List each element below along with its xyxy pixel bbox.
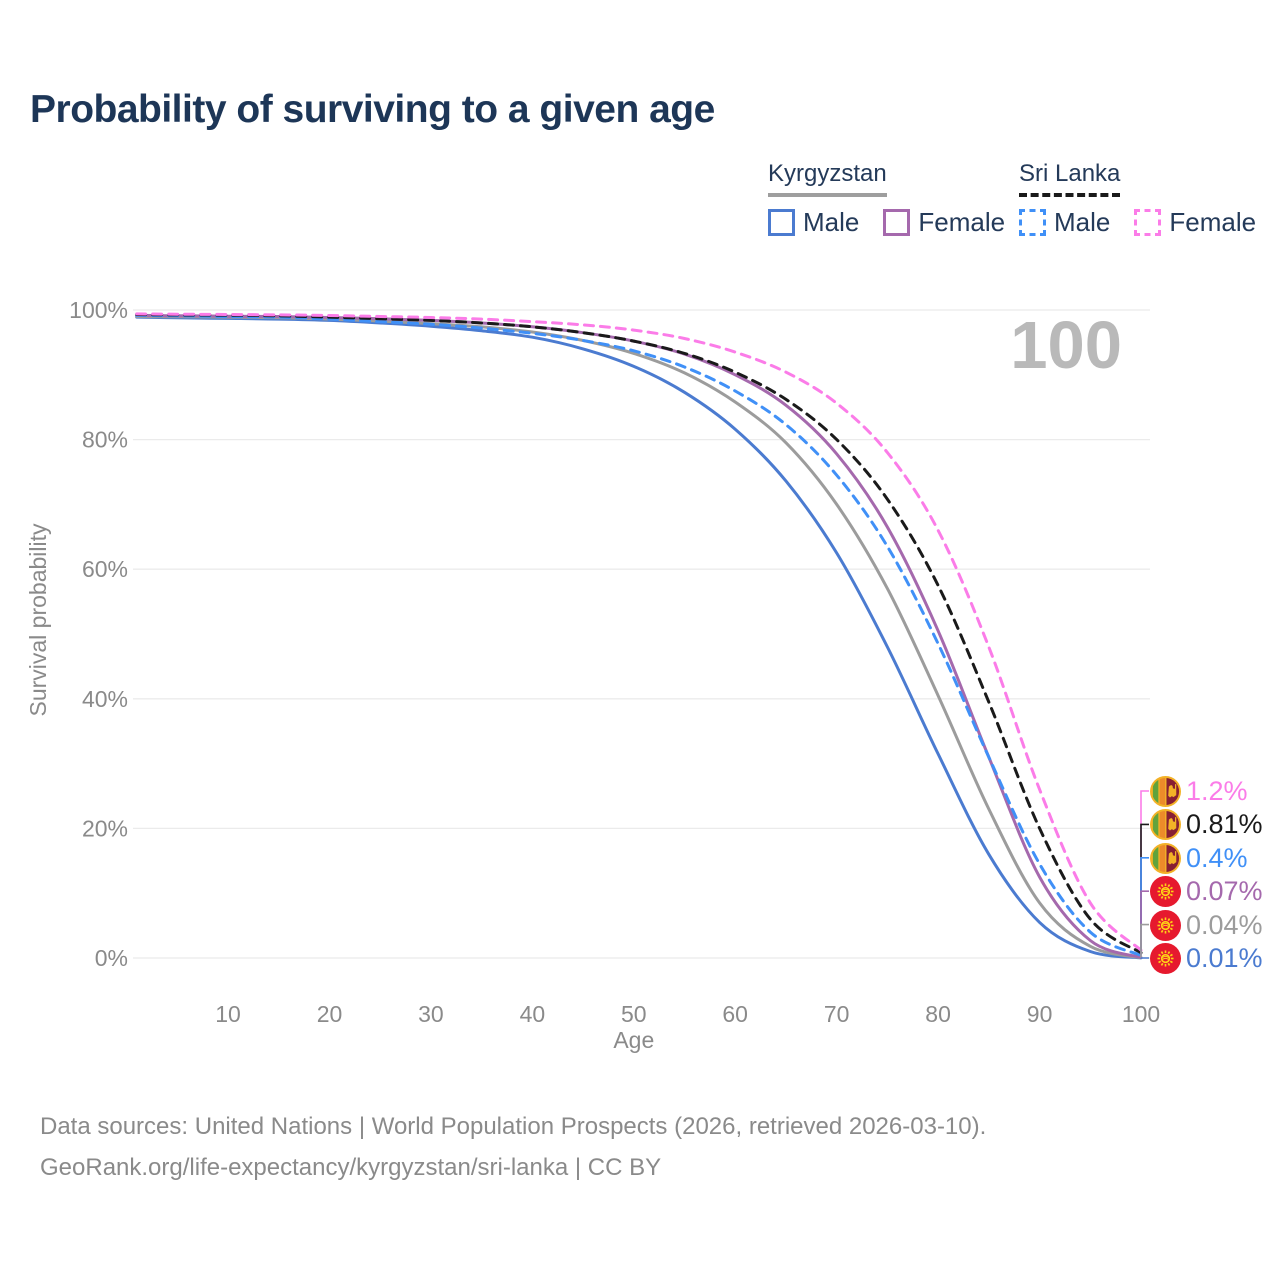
leader-kyrgyzstan-both-sexes: [1140, 923, 1149, 958]
kyrgyzstan-flag-icon: [1150, 909, 1181, 941]
series-sri-lanka-female: [135, 312, 1143, 952]
legend-group-sri-lanka: Sri Lanka Male Female: [1019, 160, 1256, 238]
end-label-kyrgyzstan-male: 0.01%: [1150, 942, 1263, 974]
end-label-sri-lanka-female: 1.2%: [1150, 775, 1248, 807]
leader-sri-lanka-male: [1140, 857, 1149, 956]
sri-lanka-flag-icon: [1150, 808, 1181, 840]
end-label-value: 0.01%: [1186, 942, 1263, 973]
legend-swatch-icon: [1019, 209, 1046, 236]
series-kyrgyzstan-female: [135, 313, 1143, 959]
legend-items: Male Female: [1019, 207, 1256, 238]
legend-item-kyrgyzstan-male[interactable]: Male: [768, 207, 859, 238]
end-label-value: 0.81%: [1186, 808, 1263, 839]
x-tick-label: 10: [215, 1001, 241, 1027]
legend-item-label: Female: [918, 207, 1006, 237]
end-label-value: 0.4%: [1186, 842, 1248, 873]
series-kyrgyzstan-both-sexes: [135, 315, 1143, 960]
series-sri-lanka-both-sexes: [135, 313, 1143, 955]
y-tick-label: 0%: [95, 945, 128, 971]
legend-swatch-icon: [883, 209, 911, 236]
legend-item-sri-lanka-female[interactable]: Female: [1134, 207, 1256, 238]
x-tick-label: 30: [418, 1001, 444, 1027]
legend-item-label: Male: [1054, 207, 1111, 237]
legend-item-kyrgyzstan-female[interactable]: Female: [883, 207, 1005, 238]
sri-lanka-flag-icon: [1150, 775, 1181, 807]
y-tick-label: 40%: [82, 686, 128, 712]
x-tick-label: 40: [520, 1001, 546, 1027]
y-axis-title: Survival probability: [25, 523, 51, 717]
legend-group-kyrgyzstan: Kyrgyzstan Male Female: [768, 160, 1005, 238]
legend-swatch-icon: [1134, 209, 1162, 236]
legend-country-sri-lanka[interactable]: Sri Lanka: [1019, 160, 1121, 197]
footer: Data sources: United Nations | World Pop…: [40, 1106, 986, 1188]
x-tick-label: 100: [1122, 1001, 1160, 1027]
x-tick-label: 80: [925, 1001, 951, 1027]
y-tick-label: 80%: [82, 427, 128, 453]
series-sri-lanka-male: [135, 313, 1143, 957]
x-tick-label: 60: [722, 1001, 748, 1027]
sri-lanka-flag-icon: [1150, 842, 1181, 874]
legend-item-label: Female: [1169, 207, 1257, 237]
end-label-kyrgyzstan-both-sexes: 0.04%: [1150, 909, 1263, 941]
series-kyrgyzstan-male: [135, 315, 1143, 960]
x-axis-title: Age: [613, 1027, 654, 1053]
legend-country-kyrgyzstan[interactable]: Kyrgyzstan: [768, 160, 887, 197]
end-label-value: 1.2%: [1186, 775, 1248, 806]
kyrgyzstan-flag-icon: [1150, 942, 1181, 974]
watermark-age-label: 100: [1010, 308, 1122, 383]
footer-sources: Data sources: United Nations | World Pop…: [40, 1113, 987, 1140]
legend-items: Male Female: [768, 207, 1005, 238]
leader-sri-lanka-both-sexes: [1140, 823, 1149, 953]
leader-lines: [1140, 790, 1149, 959]
gridlines: [133, 309, 1150, 959]
end-label-sri-lanka-both-sexes: 0.81%: [1150, 808, 1263, 840]
legend-swatch-icon: [768, 209, 795, 236]
x-tick-label: 70: [824, 1001, 850, 1027]
x-tick-label: 20: [317, 1001, 343, 1027]
x-axis-ticks: 10 20 30 40 50 60 70 80 90 100: [215, 1001, 1160, 1027]
y-tick-label: 20%: [82, 815, 128, 841]
end-label-value: 0.04%: [1186, 909, 1263, 940]
footer-url: GeoRank.org/life-expectancy/kyrgyzstan/s…: [40, 1154, 662, 1181]
x-tick-label: 90: [1027, 1001, 1053, 1027]
leader-sri-lanka-female: [1140, 790, 1149, 951]
end-label-sri-lanka-male: 0.4%: [1150, 842, 1248, 874]
end-label-kyrgyzstan-female: 0.07%: [1150, 875, 1263, 907]
y-tick-label: 100%: [69, 297, 128, 323]
series-lines: [135, 312, 1143, 960]
x-tick-label: 50: [621, 1001, 647, 1027]
legend-item-sri-lanka-male[interactable]: Male: [1019, 207, 1110, 238]
end-label-value: 0.07%: [1186, 875, 1263, 906]
legend-item-label: Male: [803, 207, 860, 237]
y-axis-ticks: 0% 20% 40% 60% 80% 100%: [69, 297, 128, 971]
page-title: Probability of surviving to a given age: [30, 88, 715, 131]
y-tick-label: 60%: [82, 556, 128, 582]
kyrgyzstan-flag-icon: [1150, 875, 1181, 907]
